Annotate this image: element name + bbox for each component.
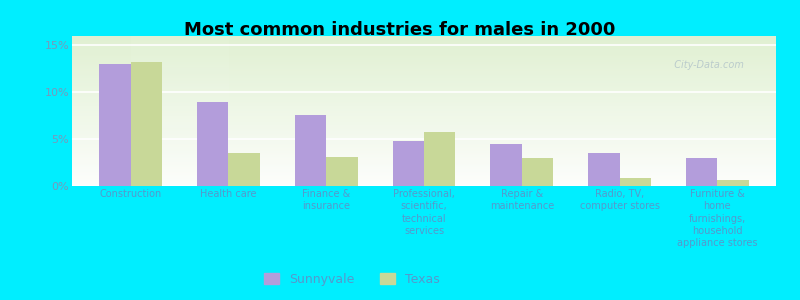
Text: Most common industries for males in 2000: Most common industries for males in 2000 [184, 21, 616, 39]
Legend: Sunnyvale, Texas: Sunnyvale, Texas [259, 268, 445, 291]
Text: City-Data.com: City-Data.com [668, 60, 744, 70]
Bar [197, 102, 229, 186]
Bar [490, 144, 522, 186]
Bar [295, 115, 326, 186]
Bar [490, 144, 522, 186]
Bar [522, 158, 553, 186]
Bar [229, 153, 260, 186]
Bar [229, 153, 260, 186]
Bar [99, 64, 130, 186]
Bar [686, 158, 718, 186]
Bar [718, 180, 749, 186]
Bar [326, 157, 358, 186]
Bar [718, 180, 749, 186]
Bar [99, 64, 130, 186]
Bar [424, 132, 455, 186]
Bar [424, 132, 455, 186]
Bar [197, 102, 229, 186]
Bar [522, 158, 553, 186]
Bar [130, 62, 162, 186]
Bar [619, 178, 651, 186]
Bar [588, 153, 619, 186]
Bar [130, 62, 162, 186]
Bar [588, 153, 619, 186]
Bar [326, 157, 358, 186]
Bar [393, 141, 424, 186]
Bar [393, 141, 424, 186]
Bar [295, 115, 326, 186]
Bar [619, 178, 651, 186]
Bar [686, 158, 718, 186]
